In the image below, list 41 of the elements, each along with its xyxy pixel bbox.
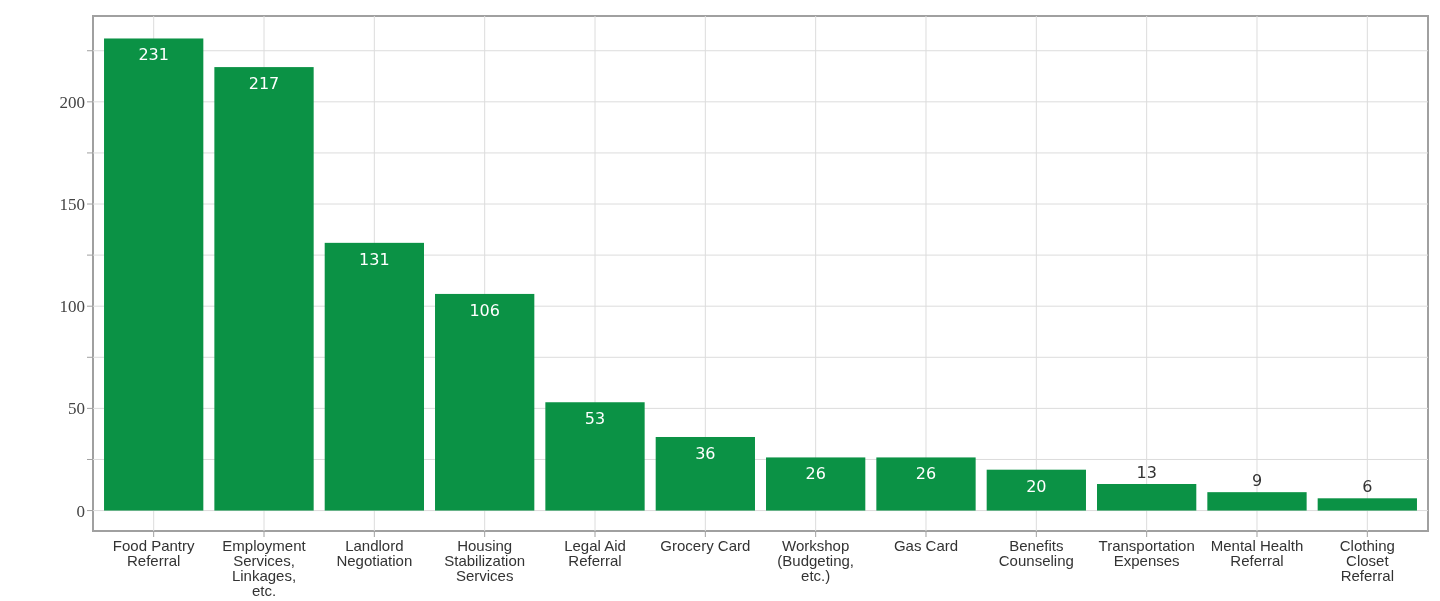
y-tick-label: 150 [59, 194, 85, 214]
bar [1097, 484, 1197, 511]
x-tick-label: Clothing Closet Referral [1339, 537, 1395, 584]
x-tick-label: Housing Stabilization Services [444, 537, 526, 584]
bar [876, 457, 976, 511]
data-label: 13 [1136, 463, 1157, 482]
data-label: 53 [584, 409, 606, 429]
x-tick-label: Employment Services, Linkages, etc. [222, 537, 307, 599]
data-label: 36 [695, 443, 716, 463]
bar [435, 293, 535, 511]
x-tick-label: Benefits Counseling [998, 537, 1074, 569]
x-tick-label: Gas Card [893, 537, 959, 554]
y-tick-label: 200 [59, 92, 85, 112]
data-label: 20 [1026, 476, 1047, 496]
bar [545, 402, 645, 511]
y-tick-label: 0 [76, 501, 85, 521]
x-tick-label: Workshop (Budgeting, etc.) [777, 537, 855, 584]
bar [1317, 498, 1417, 511]
data-label: 26 [915, 464, 937, 484]
data-label: 26 [805, 464, 826, 484]
x-tick-label: Landlord Negotiation [336, 537, 413, 569]
bar [104, 38, 204, 511]
data-label: 217 [248, 74, 280, 94]
y-tick-label: 100 [59, 297, 85, 317]
y-tick-label: 50 [68, 399, 85, 419]
bar [986, 469, 1086, 511]
bar [766, 457, 866, 511]
data-label: 106 [469, 300, 500, 320]
x-tick-label: Transportation Expenses [1098, 537, 1195, 569]
data-label: 131 [359, 249, 390, 269]
data-label: 231 [138, 45, 169, 65]
x-tick-label: Grocery Card [660, 537, 751, 554]
bar [1207, 492, 1307, 511]
bar [655, 436, 755, 511]
data-label: 9 [1251, 471, 1263, 491]
bar [324, 242, 424, 511]
x-tick-label: Legal Aid Referral [564, 537, 626, 569]
x-tick-label: Mental Health Referral [1210, 537, 1304, 569]
data-label: 6 [1362, 477, 1373, 497]
x-tick-label: Food Pantry Referral [112, 537, 196, 569]
bar [214, 67, 314, 511]
